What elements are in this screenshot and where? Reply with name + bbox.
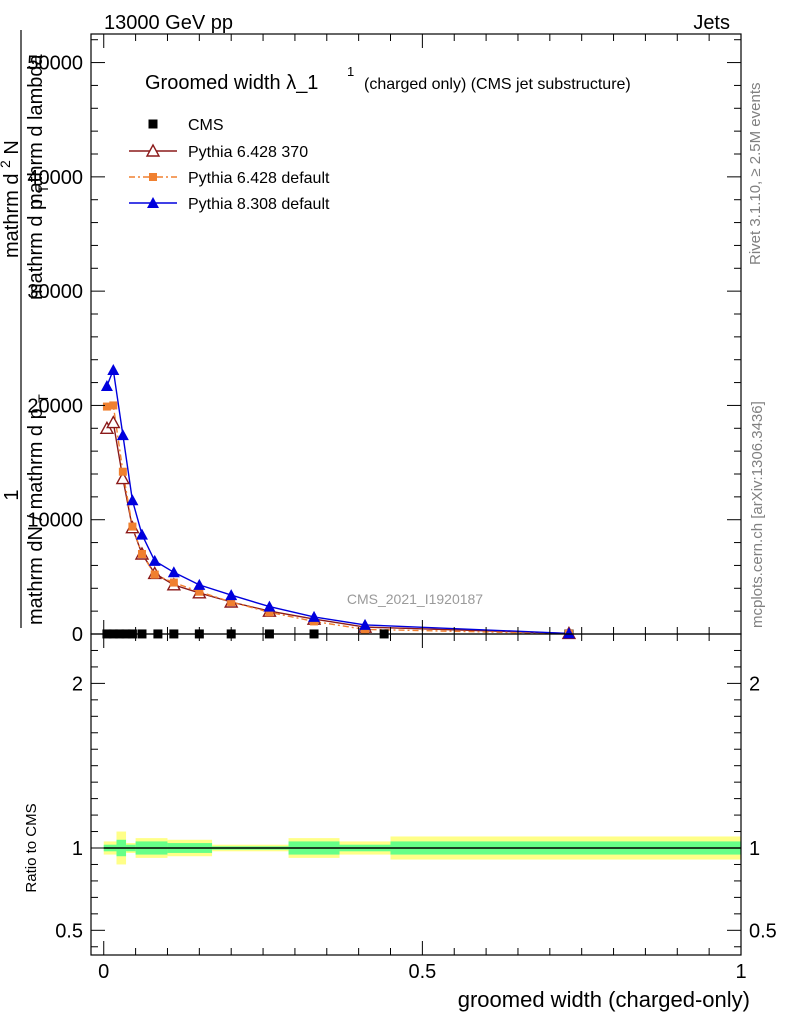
ratio-y-tick-label-right: 2 — [749, 673, 760, 695]
legend-label: Pythia 6.428 default — [188, 170, 330, 187]
data-point — [265, 608, 274, 617]
axes — [90, 33, 742, 956]
data-point — [106, 415, 121, 429]
ylabel-numerator-tail: N — [1, 140, 23, 154]
x-tick-label: 1 — [735, 961, 746, 983]
svg-text:Groomed width λ_1: Groomed width λ_1 — [145, 72, 318, 94]
ratio-y-label: Ratio to CMS — [23, 803, 40, 892]
x-tick-label: 0 — [98, 961, 109, 983]
title-suffix: (charged only) (CMS jet substructure) — [364, 76, 631, 93]
ratio-y-tick-label-right: 1 — [749, 838, 760, 860]
analysis-watermark: CMS_2021_I1920187 — [347, 591, 483, 607]
svg-text:mathrm d 2 N: mathrm d 2 N — [0, 140, 23, 258]
ylabel-numerator-sup: 2 — [0, 160, 13, 168]
y-tick-label: 40000 — [27, 167, 83, 189]
data-point — [148, 554, 161, 566]
data-point — [135, 528, 148, 540]
legend-marker — [148, 119, 158, 129]
data-point — [100, 380, 113, 391]
data-point — [195, 587, 204, 596]
header-left: 13000 GeV pp — [104, 12, 233, 34]
data-point — [193, 578, 206, 590]
ylabel-denominator: mathrm dN / mathrm d p — [25, 408, 47, 625]
ylabel-numerator-end: mathrm d lambda — [25, 54, 47, 210]
ratio-frame — [90, 633, 742, 956]
data-point — [126, 494, 139, 506]
legend-label: CMS — [188, 117, 224, 134]
legend: CMS Pythia 6.428 370 Pythia 6.428 default P… — [129, 117, 330, 213]
data-point — [107, 364, 120, 375]
series-line — [106, 421, 569, 635]
y-axis-label-main: 1 mathrm dN / mathrm d p T mathrm d 2 N … — [0, 30, 51, 628]
legend-marker — [149, 173, 157, 181]
series-line — [106, 367, 569, 635]
ylabel-denominator-sub: T — [35, 394, 51, 403]
data-point — [359, 618, 372, 630]
plot-title: Groomed width λ_1 1 (charged only) (CMS … — [145, 64, 631, 94]
ylabel-denominator-tail-sub: T — [35, 184, 51, 193]
ylabel-one: 1 — [1, 489, 23, 500]
ylabel-denominator-tail: mathrm d p — [25, 199, 47, 300]
title-symbol: λ_1 — [286, 72, 318, 94]
series-line — [106, 404, 569, 635]
data-point — [167, 566, 180, 578]
y-tick-label: 30000 — [27, 281, 83, 303]
title-superscript: 1 — [347, 64, 354, 79]
ratio-y-tick-label: 2 — [72, 673, 83, 695]
data-point — [308, 610, 321, 622]
ratio-uncertainty-bands — [103, 831, 741, 865]
header-right: Jets — [693, 12, 730, 34]
y-tick-label: 0 — [72, 624, 83, 646]
y-tick-label: 50000 — [27, 53, 83, 75]
data-point — [128, 522, 137, 531]
data-markers — [99, 364, 577, 640]
legend-marker — [145, 143, 161, 157]
ratio-y-tick-label-right: 0.5 — [749, 920, 777, 942]
y-tick-label: 10000 — [27, 510, 83, 532]
legend-label: Pythia 8.308 default — [188, 196, 330, 213]
ratio-y-tick-label: 0.5 — [55, 920, 83, 942]
rivet-label: Rivet 3.1.10, ≥ 2.5M events — [747, 83, 764, 266]
data-point — [225, 589, 238, 601]
data-point — [102, 402, 111, 411]
svg-text:mathrm d p T: mathrm d p T — [25, 184, 51, 300]
data-point — [116, 429, 129, 441]
data-point — [150, 570, 159, 579]
data-point — [169, 578, 178, 587]
data-point — [562, 627, 575, 639]
title-main: Groomed width — [145, 72, 281, 94]
data-point — [227, 598, 236, 606]
legend-marker — [147, 197, 159, 208]
svg-text:mathrm dN / mathrm d p T: mathrm dN / mathrm d p T — [25, 394, 51, 625]
data-point — [137, 550, 146, 558]
data-point — [263, 600, 276, 612]
data-point — [109, 401, 118, 410]
y-tick-label: 20000 — [27, 395, 83, 417]
data-point — [115, 471, 131, 485]
mcplots-label: mcplots.cern.ch [arXiv:1306.3436] — [749, 401, 766, 628]
data-point — [118, 467, 127, 476]
ylabel-numerator: mathrm d — [1, 174, 23, 258]
prediction-lines — [106, 367, 569, 635]
x-tick-label: 0.5 — [408, 961, 436, 983]
legend-label: Pythia 6.428 370 — [188, 144, 308, 161]
ratio-y-tick-label: 1 — [72, 838, 83, 860]
x-axis-label: groomed width (charged-only) — [458, 987, 750, 1012]
